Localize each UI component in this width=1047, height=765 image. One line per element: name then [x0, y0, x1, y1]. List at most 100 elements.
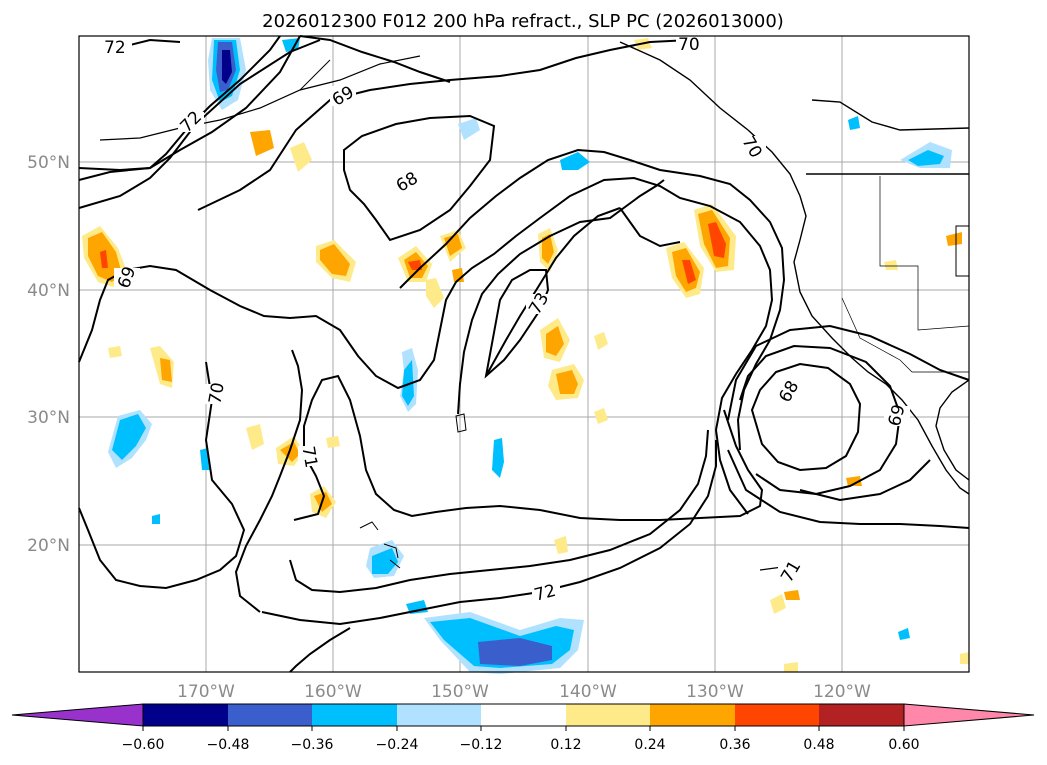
- lon-label-160w: 160°W: [304, 682, 362, 702]
- colorbar-tick-label: 0.36: [719, 737, 750, 753]
- contour-label-bg: [114, 268, 140, 288]
- anomaly-patch-pos: [784, 662, 798, 672]
- contour-label-bg: [204, 384, 230, 404]
- anomaly-patch-neg: [152, 514, 160, 524]
- colorbar-bin: [228, 704, 312, 726]
- anomaly-patch-neg: [492, 438, 504, 478]
- map-frame: [78, 35, 970, 673]
- state-borders: [841, 297, 969, 373]
- anomaly-patch-pos: [108, 346, 122, 358]
- anomaly-patch-neg: [458, 118, 480, 140]
- contour-label-bg: [884, 406, 910, 426]
- anomaly-patch-pos: [554, 536, 568, 554]
- coastline-hawaii: [359, 521, 401, 569]
- contour-71-southwest: [289, 627, 351, 673]
- anomaly-patch-pos: [542, 234, 554, 264]
- anomaly-patch-pos: [290, 142, 312, 172]
- slp-contours: [78, 35, 970, 673]
- anomaly-patch-neg: [402, 360, 414, 406]
- anomaly-patch-pos: [326, 436, 340, 448]
- map-title: 2026012300 F012 200 hPa refract., SLP PC…: [262, 11, 784, 32]
- island-outline: [455, 413, 467, 433]
- contour-label-bg: [298, 446, 324, 466]
- contour-label: 71: [297, 445, 320, 470]
- contour-68-low-north: [343, 114, 496, 242]
- colorbar-tick-label: −0.12: [460, 737, 503, 753]
- lat-label-20n: 20°N: [27, 536, 70, 556]
- contour-label-bg: [778, 562, 804, 582]
- anomaly-patch-pos: [770, 594, 786, 614]
- anomaly-patch-pos: [594, 408, 608, 424]
- contour-72-northwest: [78, 35, 301, 181]
- anomaly-patch-neg: [372, 548, 398, 574]
- anomaly-patch-neg: [848, 116, 860, 130]
- anomaly-patch-pos: [246, 424, 264, 450]
- contour-69-north: [299, 35, 451, 83]
- colorbar-bin: [143, 704, 228, 726]
- anomaly-patch-pos: [546, 326, 564, 356]
- contour-label-bg: [532, 582, 560, 602]
- anomaly-patch-neg: [282, 38, 300, 52]
- coastline-north-america: [619, 41, 970, 495]
- contour-label-bg: [676, 34, 704, 54]
- colorbar-tick-label: 0.12: [550, 737, 581, 753]
- contour-label-bg: [776, 382, 802, 402]
- anomaly-patch-pos: [444, 234, 462, 256]
- anomaly-patch-neg: [478, 638, 552, 666]
- contour-69-southeast: [799, 459, 931, 502]
- contour-70-southeast: [727, 449, 970, 529]
- contour-label-bg: [526, 294, 552, 314]
- anomaly-patch-pos: [160, 358, 172, 382]
- contour-72-east: [619, 207, 681, 248]
- contour-70-ridge: [197, 39, 691, 211]
- coastlines: [99, 41, 970, 571]
- colorbar-bin: [819, 704, 904, 726]
- anomaly-patch-pos: [946, 232, 962, 246]
- lon-label-170w: 170°W: [177, 682, 235, 702]
- colorbar-bin: [650, 704, 735, 726]
- anomaly-patch-pos: [320, 244, 350, 276]
- state-borders: [879, 176, 970, 331]
- contour-label-bg: [394, 172, 420, 192]
- anomaly-patch-pos: [594, 332, 608, 350]
- gridlines: [79, 36, 969, 672]
- anomaly-patch-pos: [100, 250, 108, 268]
- anomaly-patch-pos: [960, 652, 969, 664]
- colorbar-tick-label: −0.60: [122, 737, 165, 753]
- lat-label-40n: 40°N: [27, 281, 70, 301]
- contour-70-central: [399, 148, 786, 451]
- contour-69-mid: [78, 176, 774, 515]
- contour-72-loop: [289, 429, 709, 594]
- lon-label-120w: 120°W: [813, 682, 871, 702]
- contour-68-low-east: [750, 362, 862, 472]
- contour-label: 70: [678, 35, 700, 55]
- colorbar-tick-label: 0.48: [803, 737, 834, 753]
- contour-label-bg: [102, 37, 132, 57]
- map-panel: 72 72 70 69 68 69 73 70 71 72 71 68 69: [78, 34, 970, 674]
- anomaly-patch-pos: [408, 260, 422, 270]
- contour-69-east: [739, 344, 902, 496]
- colorbar-tick-label: 0.24: [634, 737, 665, 753]
- contour-70-east: [727, 324, 970, 421]
- colorbar-tick-label: 0.60: [888, 737, 919, 753]
- contour-label-bg: [740, 136, 766, 156]
- lat-label-30n: 30°N: [27, 408, 70, 428]
- anomaly-patch-neg: [112, 414, 146, 460]
- anomaly-patch-neg: [560, 152, 590, 170]
- latitude-labels: 50°N 40°N 30°N 20°N: [27, 153, 70, 556]
- colorbar-bin: [566, 704, 650, 726]
- colorbar-bin: [312, 704, 397, 726]
- contour-label-bg: [330, 86, 356, 106]
- contour-label: 72: [104, 38, 126, 58]
- lon-label-140w: 140°W: [559, 682, 617, 702]
- anomaly-patch-pos: [682, 260, 696, 284]
- contour-label-bg: [178, 112, 204, 132]
- colorbar-tick-label: −0.48: [207, 737, 250, 753]
- coastline-canada-interior: [811, 99, 970, 131]
- contour-73-inner: [484, 269, 550, 379]
- coastline-baja: [935, 379, 970, 481]
- shaded-anomaly-regions: [82, 38, 969, 674]
- anomaly-patch-pos: [846, 476, 862, 486]
- coastline-aleutians: [99, 55, 421, 141]
